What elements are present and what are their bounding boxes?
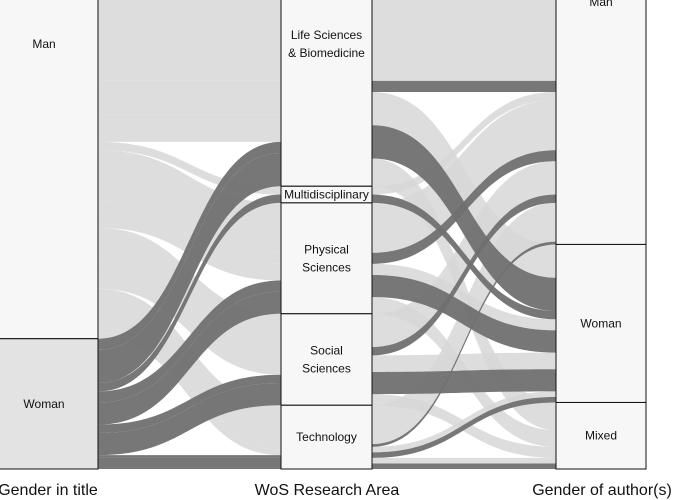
stratum-gender-in-title-woman: [0, 338, 99, 470]
flow-man-physical-sciences-woman-right: [372, 263, 556, 331]
flow-woman-social-sciences-man-left: [98, 374, 281, 433]
flow-woman-technology-woman-left: [98, 457, 281, 464]
flow-man-multidisciplinary-man-left: [98, 141, 281, 195]
flow-woman-social-sciences-man-right: [372, 194, 556, 356]
stratum-label-gender-in-title-man: Man: [32, 37, 55, 51]
stratum-author-gender-man: [555, 0, 647, 245]
flow-man-life-sciences-and-biomedicine-man-right: [372, 0, 556, 81]
stratum-label-wos-area-technology: Technology: [296, 430, 357, 444]
flow-woman-life-sciences-and-biomedicine-woman-left: [98, 152, 281, 384]
flow-woman-life-sciences-and-biomedicine-man-left: [98, 141, 281, 350]
flow-man-life-sciences-and-biomedicine-mixed-left: [98, 114, 281, 142]
flow-man-social-sciences-mixed-left: [98, 277, 281, 375]
flow-man-life-sciences-and-biomedicine-man-left: [98, 0, 281, 81]
stratum-label-wos-area-life-sciences-and-biomedicine-line-2: & Biomedicine: [288, 46, 365, 60]
stratum-wos-area-life-sciences-and-biomedicine: [280, 0, 373, 187]
flow-man-multidisciplinary-man-right: [372, 91, 556, 195]
stratum-author-gender-mixed: [555, 401, 647, 470]
axis-title-gender-of-authors: Gender of author(s): [532, 482, 672, 499]
flows-layer: [98, 0, 556, 469]
flow-woman-technology-man-left: [98, 455, 281, 458]
stratum-label-author-gender-man: Man: [589, 0, 612, 9]
flow-man-social-sciences-woman-left: [98, 261, 281, 364]
strata-layer: [0, 0, 647, 470]
stratum-label-author-gender-mixed: Mixed: [585, 429, 617, 443]
flow-man-physical-sciences-woman-left: [98, 200, 281, 264]
flow-man-physical-sciences-man-left: [98, 150, 281, 253]
stratum-label-wos-area-multidisciplinary: Multidisciplinary: [284, 188, 369, 202]
flow-woman-technology-mixed-left: [98, 463, 281, 469]
flow-woman-social-sciences-woman-right: [372, 369, 556, 395]
flow-woman-technology-woman-right: [372, 396, 556, 458]
flow-woman-social-sciences-woman-left: [98, 383, 281, 456]
stratum-labels-layer: Man Woman Life Sciences & Biomedicine Multid…: [23, 0, 621, 444]
stratum-label-gender-in-title-woman: Woman: [23, 397, 64, 411]
flow-man-social-sciences-woman-right: [372, 352, 556, 372]
stratum-wos-area-social-sciences: [280, 313, 373, 406]
stratum-label-author-gender-woman: Woman: [580, 316, 621, 330]
stratum-label-wos-area-physical-sciences-line-1: Physical: [304, 242, 349, 256]
flow-man-technology-woman-right: [372, 391, 556, 453]
flow-man-technology-mixed-right: [372, 457, 556, 464]
flow-woman-physical-sciences-man-left: [98, 280, 281, 403]
flow-woman-physical-sciences-man-right: [372, 150, 556, 264]
stratum-author-gender-woman: [555, 243, 647, 403]
axis-title-gender-in-title: Gender in title: [0, 482, 98, 499]
flow-woman-technology-mixed-right: [372, 463, 556, 469]
flow-woman-physical-sciences-woman-left: [98, 291, 281, 425]
axis-titles-layer: Gender in title WoS Research Area Gender…: [0, 482, 672, 499]
flow-woman-life-sciences-and-biomedicine-man-right: [372, 80, 556, 92]
stratum-wos-area-physical-sciences: [280, 202, 373, 315]
stratum-label-wos-area-social-sciences-line-2: Sciences: [302, 361, 351, 375]
flow-woman-multidisciplinary-woman-right: [372, 194, 556, 320]
flow-woman-technology-man-right: [372, 241, 556, 447]
flow-woman-physical-sciences-woman-right: [372, 274, 556, 353]
stratum-label-wos-area-physical-sciences-line-2: Sciences: [302, 260, 351, 274]
stratum-wos-area-technology: [280, 404, 373, 470]
flow-man-technology-mixed-left: [98, 333, 281, 456]
flow-woman-multidisciplinary-woman-left: [98, 194, 281, 392]
stratum-label-wos-area-life-sciences-and-biomedicine-line-1: Life Sciences: [291, 28, 362, 42]
stratum-label-wos-area-social-sciences-line-1: Social: [310, 343, 343, 357]
flow-man-life-sciences-and-biomedicine-woman-left: [98, 80, 281, 115]
axis-title-wos-research-area: WoS Research Area: [255, 482, 400, 499]
flow-man-technology-woman-left: [98, 327, 281, 450]
